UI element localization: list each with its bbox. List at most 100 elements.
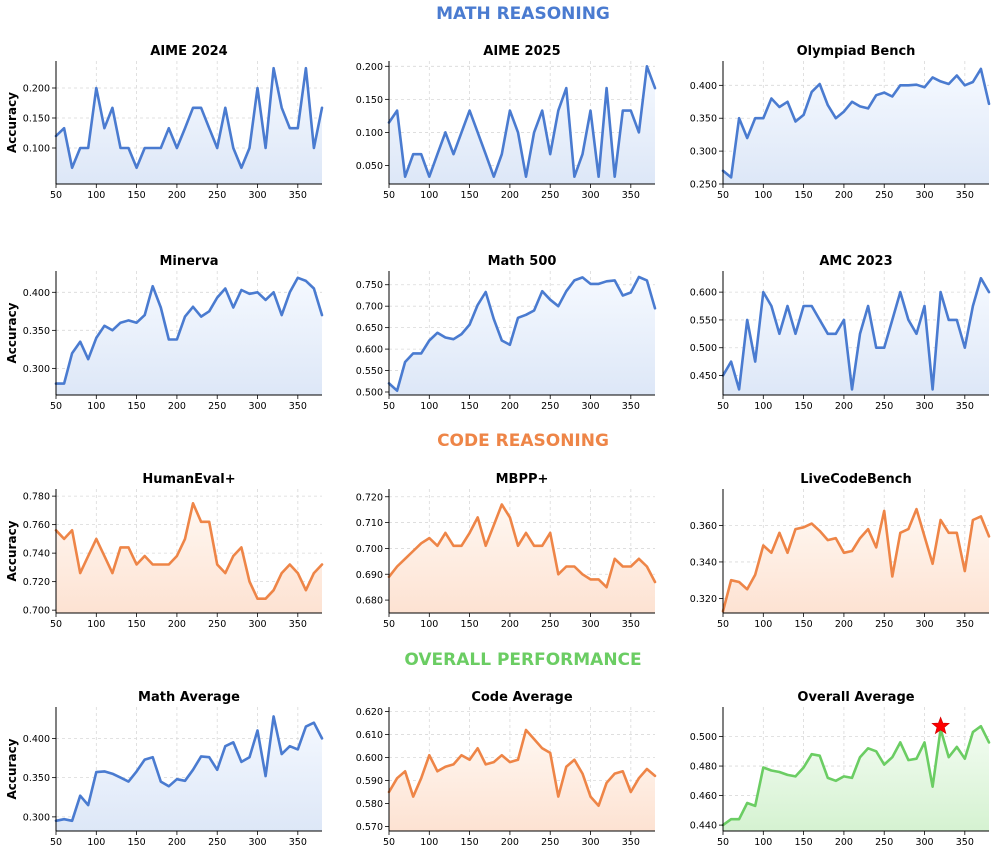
- x-tick-label: 200: [501, 190, 519, 201]
- chart-title: Overall Average: [797, 690, 914, 705]
- y-tick-label: 0.500: [356, 387, 383, 398]
- y-tick-label: 0.150: [356, 95, 383, 106]
- x-tick-label: 100: [420, 837, 438, 848]
- y-tick-label: 0.780: [23, 492, 50, 503]
- y-tick-label: 0.580: [356, 799, 383, 810]
- x-tick-label: 250: [541, 837, 559, 848]
- x-tick-label: 250: [208, 619, 226, 630]
- x-tick-label: 350: [956, 837, 974, 848]
- x-tick-label: 250: [875, 619, 893, 630]
- x-tick-label: 300: [248, 190, 266, 201]
- chart-code-average: 50 100 150 200 250 300 350 0.570 0.580 0.590 0.600…: [356, 690, 657, 848]
- x-tick-label: 150: [128, 619, 146, 630]
- y-tick-label: 0.590: [356, 776, 383, 787]
- x-tick-label: 200: [168, 401, 186, 412]
- y-tick-label: 0.600: [690, 288, 717, 299]
- y-tick-label: 0.500: [690, 343, 717, 354]
- x-tick-label: 100: [754, 190, 772, 201]
- chart-title: Code Average: [471, 690, 572, 705]
- y-tick-label: 0.570: [356, 822, 383, 833]
- chart-title: AMC 2023: [819, 254, 892, 269]
- x-tick-label: 150: [128, 837, 146, 848]
- y-tick-label: 0.710: [356, 518, 383, 529]
- area-fill: [389, 277, 655, 395]
- y-tick-label: 0.700: [356, 544, 383, 555]
- y-tick-label: 0.300: [690, 147, 717, 158]
- y-tick-label: 0.720: [356, 492, 383, 503]
- section-title-overall: OVERALL PERFORMANCE: [404, 650, 641, 670]
- y-tick-label: 0.350: [23, 773, 50, 784]
- series-line: [721, 507, 991, 613]
- chart-minerva: 50 100 150 200 250 300 350 0.300 0.350 0.400 Miner…: [5, 254, 324, 412]
- x-tick-label: 150: [128, 190, 146, 201]
- area-fill: [723, 68, 989, 184]
- chart-math-500: 50 100 150 200 250 300 350 0.500 0.550 0.600 0.650…: [356, 254, 657, 412]
- y-tick-label: 0.550: [356, 366, 383, 377]
- x-tick-label: 200: [501, 401, 519, 412]
- x-tick-label: 350: [956, 190, 974, 201]
- x-tick-label: 150: [461, 190, 479, 201]
- chart-overall-average: 50 100 150 200 250 300 350 0.440 0.460 0.480 0.500…: [690, 690, 991, 848]
- y-axis-label: Accuracy: [5, 302, 19, 363]
- series-line: [721, 67, 991, 179]
- chart-math-average: 50 100 150 200 250 300 350 0.300 0.350 0.400 Math …: [5, 690, 324, 848]
- area-fill: [389, 730, 655, 831]
- chart-title: AIME 2024: [150, 44, 227, 59]
- y-axis-label: Accuracy: [5, 738, 19, 799]
- x-tick-label: 50: [383, 190, 395, 201]
- y-tick-label: 0.350: [23, 326, 50, 337]
- y-tick-label: 0.690: [356, 570, 383, 581]
- x-tick-label: 100: [87, 619, 105, 630]
- x-tick-label: 200: [835, 837, 853, 848]
- series-line: [54, 276, 324, 385]
- x-tick-label: 150: [795, 837, 813, 848]
- x-tick-label: 50: [50, 401, 62, 412]
- x-tick-label: 300: [581, 190, 599, 201]
- y-axis-label: Accuracy: [5, 92, 19, 153]
- series-line: [721, 724, 991, 827]
- chart-title: Minerva: [159, 254, 218, 269]
- x-tick-label: 250: [208, 837, 226, 848]
- area-fill: [723, 726, 989, 831]
- y-tick-label: 0.200: [356, 62, 383, 73]
- x-tick-label: 100: [754, 619, 772, 630]
- section-title-math: MATH REASONING: [436, 4, 610, 24]
- y-tick-label: 0.250: [690, 180, 717, 191]
- y-tick-label: 0.500: [690, 732, 717, 743]
- x-tick-label: 250: [541, 619, 559, 630]
- x-tick-label: 200: [501, 837, 519, 848]
- x-tick-label: 300: [915, 190, 933, 201]
- series-line: [387, 65, 657, 178]
- x-tick-label: 350: [956, 401, 974, 412]
- y-axis-label: Accuracy: [5, 520, 19, 581]
- x-tick-label: 50: [50, 619, 62, 630]
- x-tick-label: 100: [420, 401, 438, 412]
- y-tick-label: 0.450: [690, 371, 717, 382]
- chart-aime-2025: 50 100 150 200 250 300 350 0.050 0.100 0.150 0.200…: [356, 44, 657, 201]
- y-tick-label: 0.300: [23, 364, 50, 375]
- series-line: [54, 715, 324, 823]
- chart-title: AIME 2025: [483, 44, 560, 59]
- x-tick-label: 150: [461, 401, 479, 412]
- section-title-code: CODE REASONING: [437, 431, 609, 451]
- y-tick-label: 0.720: [23, 577, 50, 588]
- series-line: [387, 275, 657, 393]
- y-tick-label: 0.400: [23, 734, 50, 745]
- series-line: [54, 66, 324, 170]
- area-fill: [56, 503, 322, 613]
- x-tick-label: 350: [622, 837, 640, 848]
- x-tick-label: 200: [835, 619, 853, 630]
- y-tick-label: 0.620: [356, 707, 383, 718]
- x-tick-label: 200: [168, 837, 186, 848]
- series-line: [54, 501, 324, 601]
- area-fill: [389, 504, 655, 613]
- x-tick-label: 150: [461, 619, 479, 630]
- x-tick-label: 300: [581, 837, 599, 848]
- chart-title: HumanEval+: [142, 472, 235, 487]
- x-tick-label: 150: [461, 837, 479, 848]
- x-tick-label: 200: [835, 401, 853, 412]
- x-tick-label: 300: [581, 619, 599, 630]
- x-tick-label: 50: [383, 837, 395, 848]
- y-tick-label: 0.150: [23, 114, 50, 125]
